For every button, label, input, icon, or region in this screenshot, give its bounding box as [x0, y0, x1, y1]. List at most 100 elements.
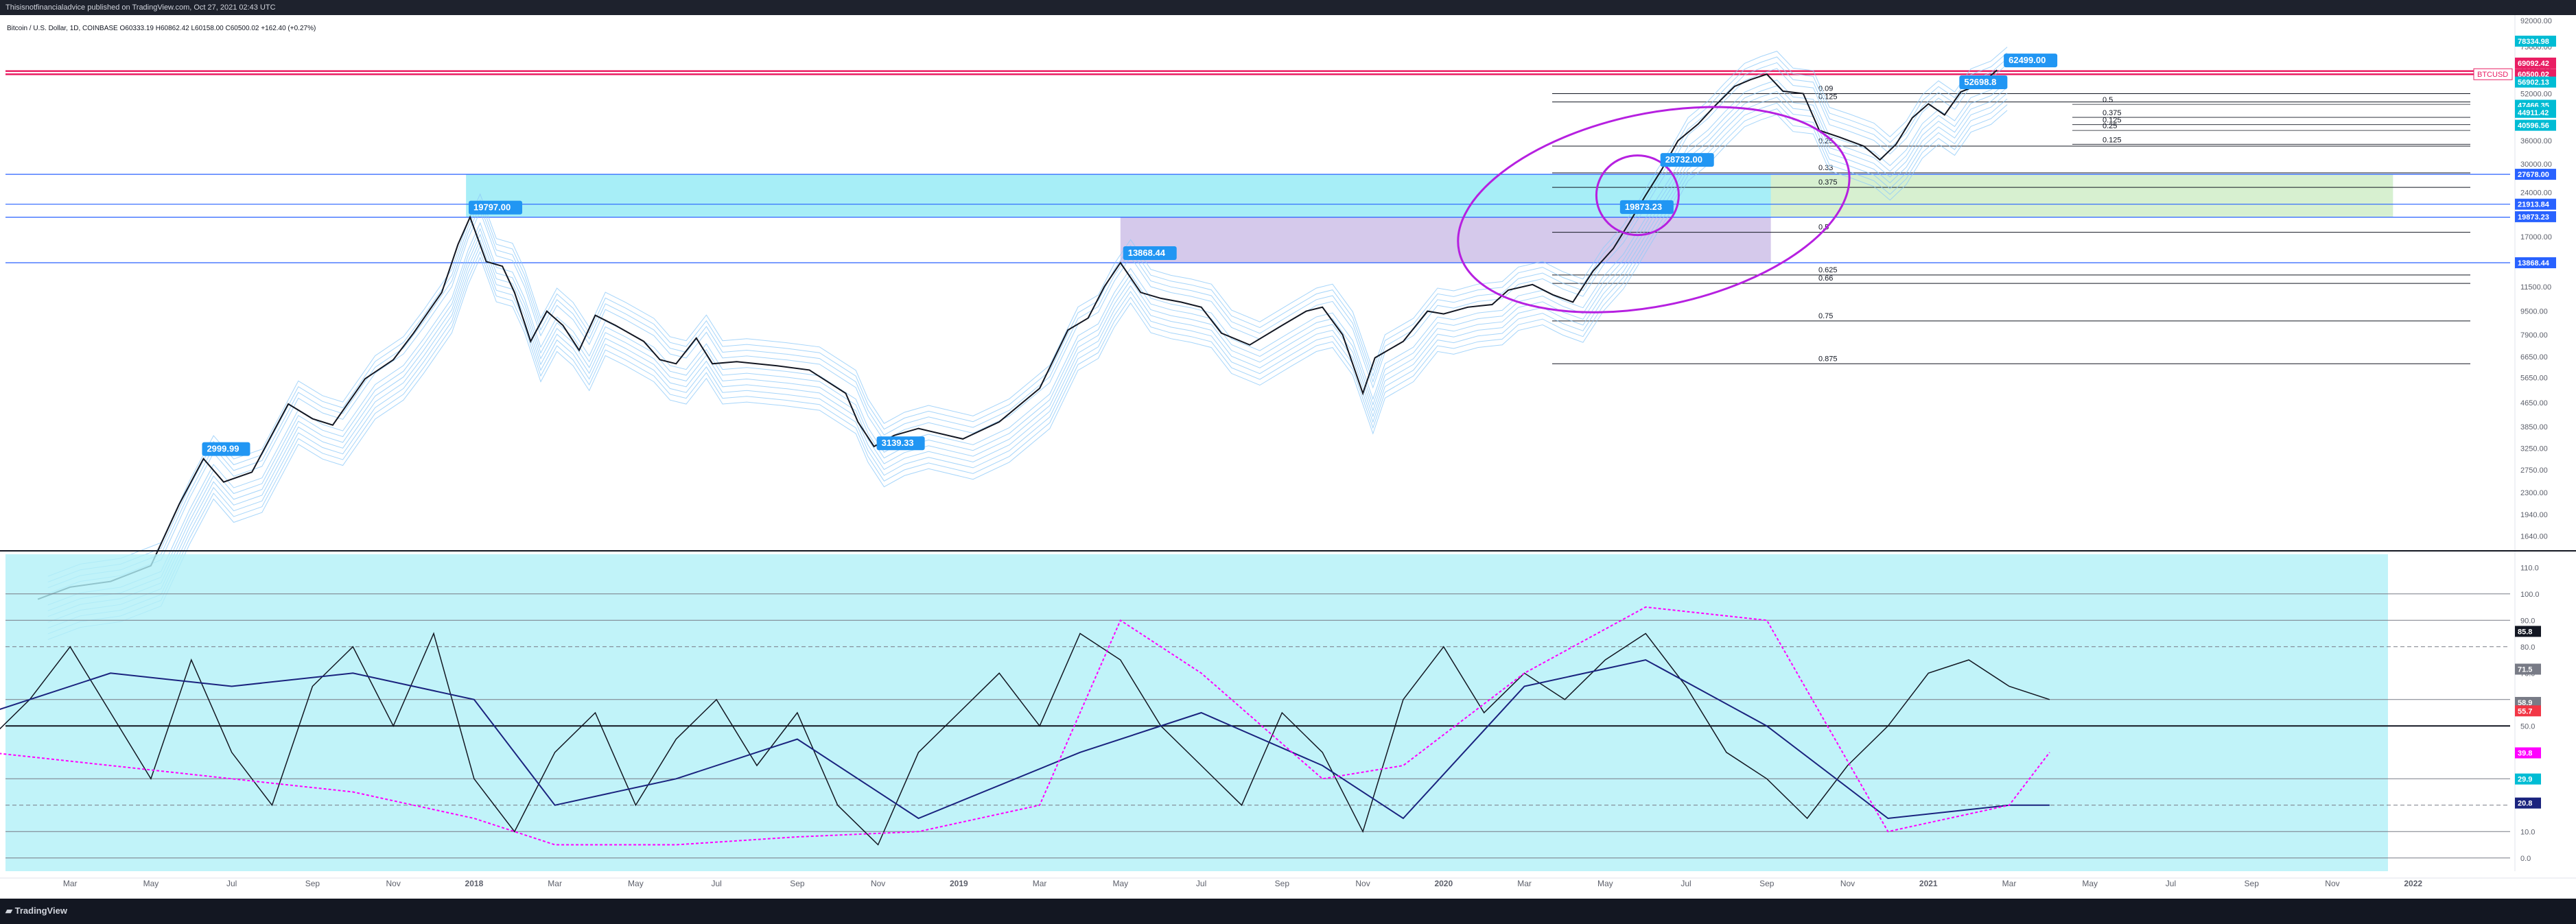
osc-value-badge [2515, 747, 2541, 759]
chart-area[interactable]: Bitcoin / U.S. Dollar, 1D, COINBASE O603… [0, 15, 2576, 899]
circle-annotation [1595, 154, 1680, 237]
x-tick-label: 2021 [1919, 879, 1938, 888]
y-tick-label: 3850.00 [2520, 423, 2548, 431]
osc-tick-label: 0.0 [2520, 855, 2531, 863]
osc-value-badge-label: 58.9 [2518, 699, 2532, 707]
x-tick-label: Jul [1681, 879, 1691, 888]
ribbon-band [47, 64, 2008, 594]
footer-bar: ▰ TradingView [0, 899, 2576, 924]
x-tick-label: Jul [711, 879, 721, 888]
price-callout [1123, 246, 1177, 261]
price-badge-label: 21913.84 [2518, 201, 2550, 209]
oscillator-line [0, 659, 2050, 820]
ribbon-band [47, 81, 2008, 611]
osc-tick-label: 100.0 [2520, 591, 2540, 599]
chart-svg[interactable]: Bitcoin / U.S. Dollar, 1D, COINBASE O603… [0, 15, 2576, 899]
price-callout [1959, 75, 2008, 89]
x-tick-label: Nov [1355, 879, 1370, 888]
osc-value-badge-label: 39.8 [2518, 750, 2532, 758]
symbol-info: Bitcoin / U.S. Dollar, 1D, COINBASE O603… [7, 25, 316, 32]
x-tick-label: Sep [2245, 879, 2260, 888]
x-tick-label: Sep [305, 879, 320, 888]
x-tick-label: 2018 [465, 879, 484, 888]
x-tick-label: Mar [548, 879, 562, 888]
brand-label: TradingView [14, 905, 67, 916]
y-tick-label: 1640.00 [2520, 532, 2548, 541]
x-tick-label: Nov [1840, 879, 1855, 888]
x-tick-label: May [1113, 879, 1129, 888]
price-callout-label: 3139.33 [882, 438, 914, 448]
y-tick-label: 7900.00 [2520, 331, 2548, 340]
osc-value-badge-label: 71.5 [2518, 665, 2532, 674]
price-badge-label: 78334.98 [2518, 38, 2549, 46]
chart-header: Thisisnotfinancialadvice published on Tr… [0, 0, 2576, 15]
x-tick-label: May [2082, 879, 2098, 888]
y-tick-label: 17000.00 [2520, 233, 2552, 241]
y-tick-label: 92000.00 [2520, 17, 2552, 25]
price-badge [2515, 211, 2556, 222]
price-callout [1619, 200, 1674, 214]
x-tick-label: Nov [871, 879, 885, 888]
price-line [37, 69, 1998, 600]
price-badge-label: 56902.13 [2518, 79, 2549, 87]
osc-value-badge-label: 29.9 [2518, 776, 2532, 784]
osc-value-badge [2515, 696, 2541, 708]
osc-value-badge [2515, 797, 2541, 809]
x-tick-label: Sep [1759, 879, 1775, 888]
price-badge-label: 19873.23 [2518, 213, 2549, 222]
x-tick-label: Sep [790, 879, 805, 888]
y-tick-label: 2300.00 [2520, 489, 2548, 497]
y-tick-label: 24000.00 [2520, 189, 2552, 198]
fib-label-right: 0.125 [2103, 136, 2122, 144]
price-badge-label: 13868.44 [2518, 259, 2550, 268]
x-tick-label: Mar [63, 879, 78, 888]
price-callout-label: 52698.8 [1964, 77, 1996, 87]
price-callout [469, 200, 523, 215]
price-callout [1660, 153, 1714, 167]
osc-value-badge [2515, 663, 2541, 675]
y-tick-label: 2750.00 [2520, 466, 2548, 475]
osc-tick-label: 50.0 [2520, 722, 2535, 731]
price-badge-label: 27678.00 [2518, 171, 2549, 179]
ribbon-band [47, 93, 2008, 623]
x-tick-label: Mar [1033, 879, 1047, 888]
ribbon-band [47, 110, 2008, 640]
fib-label-right: 0.5 [2103, 96, 2113, 104]
y-tick-label: 4650.00 [2520, 399, 2548, 407]
osc-tick-label: 10.0 [2520, 828, 2535, 836]
x-tick-label: May [143, 879, 159, 888]
ribbon-band [47, 104, 2008, 635]
ribbon-band [47, 52, 2008, 582]
fib-label: 0.875 [1818, 355, 1838, 363]
ribbon-band [47, 47, 2008, 577]
y-tick-label: 36000.00 [2520, 137, 2552, 145]
ribbon-band [47, 86, 2008, 617]
y-tick-label: 9500.00 [2520, 308, 2548, 316]
x-tick-label: Nov [2325, 879, 2339, 888]
tradingview-logo[interactable]: ▰ TradingView [5, 905, 67, 916]
price-callout [202, 442, 250, 456]
price-badge [2515, 169, 2556, 180]
fib-label: 0.625 [1818, 266, 1838, 274]
symbol-tag-label: BTCUSD [2477, 71, 2508, 79]
y-tick-label: 1940.00 [2520, 511, 2548, 519]
y-tick-label: 5650.00 [2520, 375, 2548, 383]
publisher-text: Thisisnotfinancialadvice published on Tr… [5, 3, 276, 12]
fib-label: 0.375 [1818, 178, 1838, 187]
ribbon-band [47, 58, 2008, 589]
osc-value-badge-label: 85.8 [2518, 628, 2532, 636]
price-callout-label: 2999.99 [207, 444, 239, 454]
price-badge [2515, 119, 2556, 131]
price-badge-label: 40596.56 [2518, 122, 2549, 130]
fib-label-right: 0.25 [2103, 122, 2117, 130]
price-badge-label: 69092.42 [2518, 60, 2549, 68]
zone-purple [1120, 216, 1771, 263]
ribbon-band [47, 98, 2008, 629]
y-tick-label: 11500.00 [2520, 283, 2551, 292]
fib-label: 0.09 [1818, 84, 1833, 93]
osc-value-badge [2515, 626, 2541, 637]
osc-value-badge [2515, 773, 2541, 785]
osc-tick-label: 110.0 [2520, 564, 2539, 572]
price-badge [2515, 198, 2556, 210]
fib-label-right: 0.375 [2103, 109, 2122, 117]
